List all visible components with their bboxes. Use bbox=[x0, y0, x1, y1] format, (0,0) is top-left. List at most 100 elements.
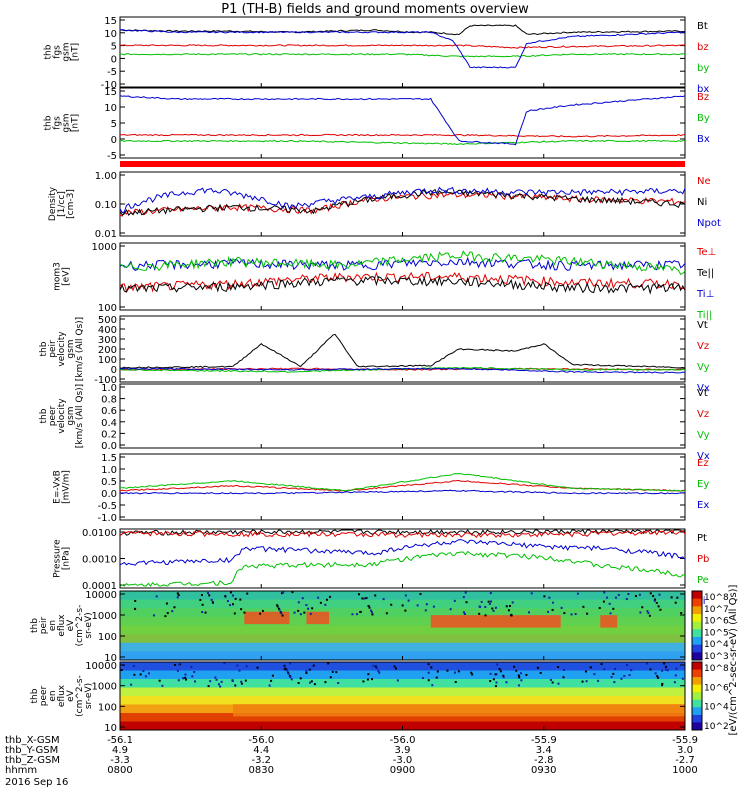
y-axis-label: fgs bbox=[53, 45, 63, 59]
spectrogram-speckle bbox=[171, 610, 174, 613]
series-line bbox=[119, 275, 686, 295]
spectrogram-speckle bbox=[366, 678, 369, 681]
spectrogram-speckle bbox=[152, 614, 155, 617]
spectrogram-speckle bbox=[465, 601, 468, 604]
spectrogram-speckle bbox=[610, 675, 613, 678]
colorbar-tick-label: 10^3 bbox=[704, 652, 729, 662]
y-tick-label: 1.0 bbox=[101, 465, 117, 476]
spectrogram-speckle bbox=[490, 600, 493, 603]
spectrogram-band bbox=[120, 591, 685, 601]
spectrogram-speckle bbox=[502, 676, 505, 679]
colorbar-tick-label: 10^2 bbox=[704, 722, 729, 732]
colorbar bbox=[691, 661, 703, 731]
spectrogram-speckle bbox=[498, 668, 501, 671]
spectrogram-speckle bbox=[324, 603, 327, 606]
y-tick-label: 200 bbox=[98, 345, 117, 356]
spectrogram-speckle bbox=[271, 674, 274, 677]
xaxis-row-value: -56.0 bbox=[248, 735, 274, 746]
y-tick-label: 10000 bbox=[85, 590, 117, 601]
legend-label: Bx bbox=[697, 134, 710, 145]
spectrogram-speckle bbox=[620, 677, 623, 680]
spectrogram-speckle bbox=[385, 612, 388, 615]
spectrogram-speckle bbox=[655, 601, 658, 604]
spectrogram-speckle bbox=[208, 594, 211, 597]
series-line bbox=[119, 95, 686, 146]
legend-label: Ti|| bbox=[696, 310, 712, 321]
spectrogram-speckle bbox=[496, 663, 499, 666]
spectrogram-p9 bbox=[120, 591, 685, 661]
y-axis-label: [cm-3] bbox=[66, 189, 76, 219]
y-axis-label: sr-eV) bbox=[84, 683, 94, 709]
spectrogram-speckle bbox=[217, 683, 220, 686]
y-axis-label: gsm bbox=[62, 42, 72, 61]
spectrogram-speckle bbox=[372, 664, 375, 667]
y-tick-label: 0.0010 bbox=[82, 555, 117, 566]
spectrogram-speckle bbox=[177, 594, 180, 597]
spectrogram-speckle bbox=[174, 663, 177, 666]
spectrogram-speckle bbox=[454, 681, 457, 684]
spectrogram-speckle bbox=[193, 671, 196, 674]
spectrogram-speckle bbox=[375, 667, 378, 670]
colorbar-segment bbox=[692, 644, 702, 653]
spectrogram-speckle bbox=[495, 681, 498, 684]
spectrogram-speckle bbox=[194, 680, 197, 683]
spectrogram-band bbox=[120, 625, 685, 635]
spectrogram-speckle bbox=[310, 680, 313, 683]
legend-label: Vy bbox=[697, 430, 710, 441]
spectrogram-band bbox=[120, 670, 685, 680]
series-line bbox=[119, 529, 686, 539]
colorbar-segment bbox=[692, 606, 702, 615]
spectrogram-speckle bbox=[424, 609, 427, 612]
spectrogram-speckle bbox=[674, 674, 677, 677]
spectrogram-speckle bbox=[229, 604, 232, 607]
spectrogram-speckle bbox=[299, 613, 302, 616]
y-tick-label: 1000 bbox=[92, 682, 117, 693]
series-line bbox=[119, 53, 686, 58]
spectrogram-speckle bbox=[436, 670, 439, 673]
spectrogram-speckle bbox=[656, 675, 659, 678]
spectrogram-speckle bbox=[427, 663, 430, 666]
y-tick-label: 400 bbox=[98, 325, 117, 336]
spectrogram-speckle bbox=[614, 596, 617, 599]
y-axis-label: [km/s (All Qs)] bbox=[75, 317, 85, 381]
spectrogram-band bbox=[120, 696, 685, 705]
spectrogram-speckle bbox=[282, 591, 285, 594]
spectrogram-speckle bbox=[215, 678, 218, 681]
series-line bbox=[119, 366, 686, 373]
spectrogram-speckle bbox=[480, 600, 483, 603]
spectrogram-speckle bbox=[206, 592, 209, 595]
series-line bbox=[119, 188, 686, 217]
spectrogram-band bbox=[120, 687, 685, 697]
colorbar-frame bbox=[691, 590, 703, 661]
spectrogram-speckle bbox=[457, 670, 460, 673]
spectrogram-speckle bbox=[416, 604, 419, 607]
colorbar-segment bbox=[692, 707, 702, 716]
spectrogram-speckle bbox=[606, 596, 609, 599]
spectrogram-speckle bbox=[132, 664, 135, 667]
spectrogram-speckle bbox=[331, 670, 334, 673]
spectrogram-speckle bbox=[335, 671, 338, 674]
xaxis-row-value: 3.0 bbox=[677, 745, 693, 756]
y-axis-label: thb bbox=[44, 44, 54, 59]
spectrogram-speckle bbox=[520, 679, 523, 682]
spectrogram-speckle bbox=[158, 679, 161, 682]
spectrogram-speckle bbox=[219, 685, 222, 688]
series-line bbox=[120, 333, 686, 369]
spectrogram-speckle bbox=[557, 682, 560, 685]
spectrogram-speckle bbox=[630, 669, 633, 672]
spectrogram-speckle bbox=[613, 667, 616, 670]
flag-bar bbox=[120, 161, 685, 167]
xaxis-row-value: -2.8 bbox=[534, 755, 554, 766]
spectrogram-speckle bbox=[256, 666, 259, 669]
spectrogram-speckle bbox=[539, 671, 542, 674]
y-axis-label: peir bbox=[39, 616, 49, 634]
spectrogram-speckle bbox=[297, 681, 300, 684]
spectrogram-speckle bbox=[290, 678, 293, 681]
legend-label: Vy bbox=[697, 362, 710, 373]
spectrogram-speckle bbox=[297, 609, 300, 612]
colorbar-segment bbox=[692, 652, 702, 661]
spectrogram-speckle bbox=[673, 681, 676, 684]
spectrogram-speckle bbox=[489, 672, 492, 675]
y-axis-label: eV bbox=[66, 619, 76, 632]
spectrogram-streak bbox=[430, 615, 561, 628]
